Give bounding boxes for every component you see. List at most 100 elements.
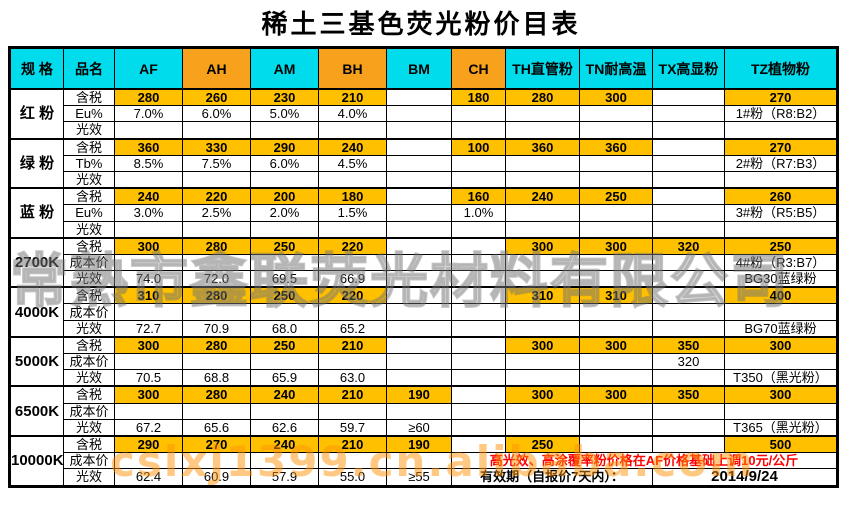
data-cell	[579, 154, 653, 172]
data-cell	[386, 154, 452, 172]
data-cell: 260	[182, 88, 251, 107]
data-cell	[114, 121, 183, 140]
column-header-TZ: TZ植物粉	[724, 47, 838, 90]
data-cell	[451, 418, 506, 437]
data-cell: 350	[652, 385, 725, 404]
data-cell	[386, 220, 452, 239]
data-cell: 200	[250, 187, 319, 206]
data-cell	[451, 253, 506, 272]
table-row: 成本价	[10, 402, 838, 420]
data-cell	[652, 369, 725, 387]
data-cell	[182, 402, 251, 420]
data-cell: 2#粉（R7:B3）	[724, 154, 838, 172]
data-cell	[114, 220, 183, 239]
data-cell: 500	[724, 434, 838, 454]
data-cell	[505, 319, 580, 338]
row-label: Eu%	[63, 105, 115, 123]
data-cell	[451, 170, 506, 189]
data-cell	[724, 352, 838, 371]
data-cell: 280	[182, 286, 251, 305]
data-cell	[182, 170, 251, 189]
data-cell	[652, 220, 725, 239]
data-cell	[652, 319, 725, 338]
data-cell	[724, 170, 838, 189]
data-cell: 72.7	[114, 319, 183, 338]
data-cell: 180	[451, 88, 506, 107]
data-cell	[505, 303, 580, 321]
data-cell: 310	[579, 286, 653, 305]
column-header-AF: AF	[114, 47, 183, 90]
data-cell	[386, 204, 452, 222]
data-cell: 72.0	[182, 270, 251, 288]
data-cell: 3.0%	[114, 204, 183, 222]
table-row: 成本价 320	[10, 352, 838, 371]
data-cell: 300	[114, 335, 183, 354]
table-row: 10000K 含税 290 270 240 210 190 250 500	[9, 434, 838, 487]
data-cell	[386, 352, 452, 371]
data-cell	[579, 105, 653, 123]
data-cell	[505, 352, 580, 371]
data-cell	[114, 303, 183, 321]
data-cell	[451, 335, 506, 354]
data-cell	[318, 303, 387, 321]
data-cell: 69.5	[250, 270, 319, 288]
data-cell: 66.9	[318, 270, 387, 288]
data-cell: 300	[579, 236, 653, 255]
data-cell	[652, 105, 725, 123]
data-cell: 2.5%	[182, 204, 251, 222]
row-label: 含税	[63, 88, 115, 107]
data-cell	[386, 270, 452, 288]
data-cell	[386, 286, 452, 305]
data-cell	[451, 270, 506, 288]
data-cell	[724, 402, 838, 420]
row-label: 含税	[63, 137, 115, 156]
data-cell: 190	[386, 434, 452, 454]
data-cell: 240	[505, 187, 580, 206]
column-header-BM: BM	[386, 47, 452, 90]
table-row: 光效 70.5 68.8 65.9 63.0 T350（黑光粉）	[10, 369, 838, 387]
table-row: Eu% 3.0% 2.5% 2.0% 1.5% 1.0% 3#粉（R5:B5）	[10, 204, 838, 222]
data-cell: 7.5%	[182, 154, 251, 172]
data-cell	[505, 105, 580, 123]
data-cell	[318, 402, 387, 420]
data-cell	[505, 121, 580, 140]
column-header-AH: AH	[182, 47, 251, 90]
table-row: 6500K 含税 300 280 240 210 190 300 300 350 300	[9, 385, 838, 437]
data-cell	[652, 402, 725, 420]
data-cell: 320	[652, 236, 725, 255]
data-cell: 350	[652, 335, 725, 354]
data-cell	[451, 402, 506, 420]
table-row: 成本价 4#粉（R3:B7）	[10, 253, 838, 272]
spec-cell-6: 6500K	[9, 385, 64, 437]
data-cell: 62.6	[250, 418, 319, 437]
data-cell	[318, 253, 387, 272]
data-cell: 250	[724, 236, 838, 255]
row-label: 含税	[63, 236, 115, 255]
table-row: 光效	[10, 170, 838, 189]
data-cell: 280	[114, 88, 183, 107]
table-row: 红 粉含税 280 260 230 210 180 280 300 270	[9, 88, 838, 140]
data-cell	[386, 253, 452, 272]
row-label: 含税	[63, 187, 115, 206]
data-cell: 1.0%	[451, 204, 506, 222]
data-cell	[451, 154, 506, 172]
row-label: 含税	[63, 286, 115, 305]
data-cell: 65.9	[250, 369, 319, 387]
data-cell: 280	[182, 385, 251, 404]
row-label: 成本价	[63, 352, 115, 371]
table-row: Eu% 7.0% 6.0% 5.0% 4.0% 1#粉（R8:B2）	[10, 105, 838, 123]
data-cell: 有效期（自报价7天内）：	[451, 468, 653, 487]
data-cell: 6.0%	[250, 154, 319, 172]
data-cell: 62.4	[114, 468, 183, 487]
row-label: 光效	[63, 418, 115, 437]
data-cell: 330	[182, 137, 251, 156]
data-cell	[182, 352, 251, 371]
data-cell: 210	[318, 385, 387, 404]
data-cell	[652, 170, 725, 189]
data-cell	[505, 418, 580, 437]
table-row: 成本价	[10, 303, 838, 321]
row-label: 含税	[63, 385, 115, 404]
row-label: 成本价	[63, 452, 115, 470]
data-cell: 3#粉（R5:B5）	[724, 204, 838, 222]
data-cell	[652, 204, 725, 222]
